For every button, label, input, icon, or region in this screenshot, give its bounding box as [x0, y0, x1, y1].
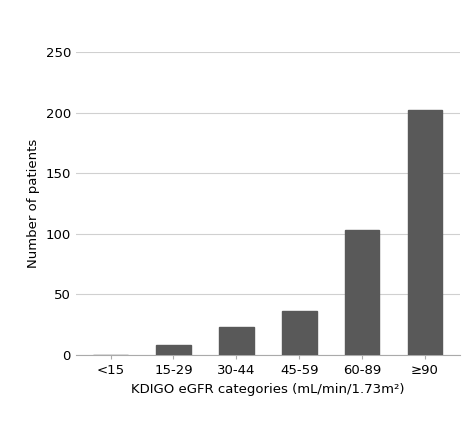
- Y-axis label: Number of patients: Number of patients: [27, 139, 40, 268]
- Bar: [156, 346, 191, 355]
- Bar: [219, 327, 254, 355]
- Bar: [282, 311, 317, 355]
- Bar: [408, 110, 442, 355]
- X-axis label: KDIGO eGFR categories (mL/min/1.73m²): KDIGO eGFR categories (mL/min/1.73m²): [131, 383, 405, 396]
- Bar: [345, 230, 380, 355]
